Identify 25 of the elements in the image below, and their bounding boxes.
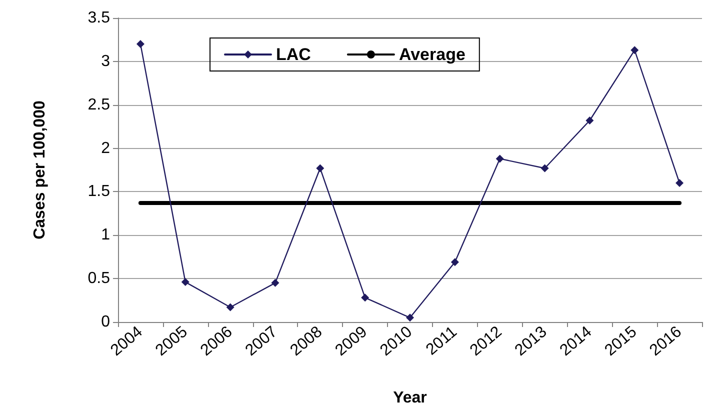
point [181,278,190,286]
point [496,154,504,163]
point [226,303,234,312]
y-tick-label: 2.5 [88,96,110,114]
point [136,40,144,48]
point [676,179,684,188]
point [271,278,280,287]
legend-label: Average [398,45,466,64]
point [361,294,370,302]
point [316,164,324,172]
y-tick-label: 0.5 [88,270,110,288]
point [630,46,639,54]
point [540,164,549,172]
y-tick-label: 1.5 [88,183,110,200]
y-tick-label: 0 [101,314,110,330]
x-axis-title: Year [393,390,427,406]
y-tick-label: 3.5 [88,10,110,26]
y-tick-label: 2 [101,140,110,157]
point [450,258,459,266]
y-tick-label: 1 [101,226,110,244]
y-tick-label: 3 [101,52,110,70]
point [586,116,594,124]
y-axis-title: Cases per 100,000 [32,100,48,240]
legend-label: LAC [276,45,311,64]
point [406,314,414,322]
